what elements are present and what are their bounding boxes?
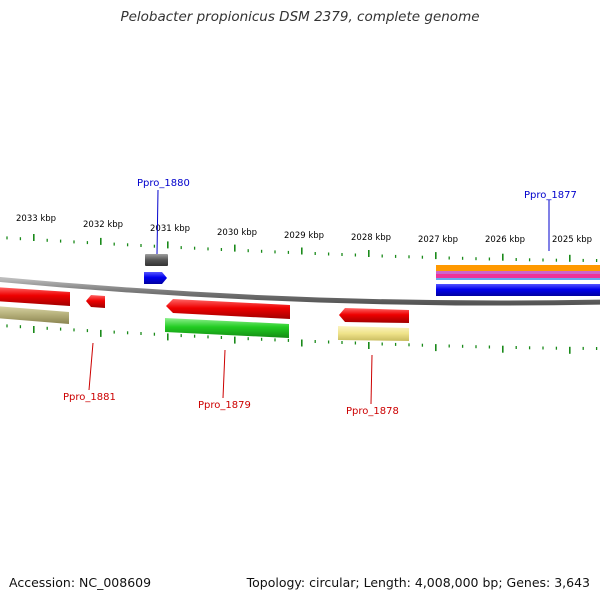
cds-red-ppro-1879[interactable] [166, 299, 290, 319]
scale-label: 2032 kbp [83, 220, 123, 230]
forward-features-1880 [144, 254, 168, 284]
scale-label: 2027 kbp [418, 235, 458, 245]
scale-label: 2026 kbp [485, 235, 525, 245]
gene-labels: Ppro_1880 Ppro_1877 Ppro_1881 Ppro_1879 … [63, 178, 577, 417]
gene-label-ppro-1879[interactable]: Ppro_1879 [198, 400, 251, 411]
scale-label: 2029 kbp [284, 231, 324, 241]
cds-gray-ppro-1880[interactable] [145, 254, 168, 266]
scale-ticks-upper [6, 234, 598, 262]
scale-label: 2030 kbp [217, 228, 257, 238]
genome-backbone [0, 276, 600, 306]
leader-line-ppro-1880 [156, 189, 159, 255]
accession-text: Accession: NC_008609 [9, 575, 152, 590]
cds-red-ppro-1878[interactable] [339, 308, 409, 323]
cds-olive-left[interactable] [0, 306, 69, 324]
scale-label: 2028 kbp [351, 233, 391, 243]
scale-ticks-lower [6, 324, 598, 354]
cds-violet[interactable] [436, 271, 600, 274]
leader-line-ppro-1881 [88, 342, 94, 391]
reverse-features [0, 287, 409, 341]
genome-title: Pelobacter propionicus DSM 2379, complet… [120, 9, 480, 25]
cds-magenta[interactable] [436, 274, 600, 278]
leader-line-ppro-1879 [222, 349, 226, 399]
scale-label: 2025 kbp [552, 235, 592, 245]
cds-blue-arrow[interactable] [144, 272, 167, 284]
cds-lightblue[interactable] [436, 278, 600, 280]
cds-red-ppro-1881-left[interactable] [0, 287, 70, 306]
gene-label-ppro-1878[interactable]: Ppro_1878 [346, 406, 399, 417]
gene-label-ppro-1877[interactable]: Ppro_1877 [524, 190, 577, 201]
cds-blue-ppro-1877[interactable] [436, 284, 600, 296]
scale-label: 2033 kbp [16, 214, 56, 224]
cds-orange[interactable] [436, 265, 600, 271]
cds-green-ppro-1879[interactable] [165, 318, 289, 338]
scale-label: 2031 kbp [150, 224, 190, 234]
gene-label-ppro-1880[interactable]: Ppro_1880 [137, 178, 190, 189]
cds-red-ppro-1881[interactable] [86, 295, 105, 308]
scale-labels: 2033 kbp 2032 kbp 2031 kbp 2030 kbp 2029… [16, 214, 592, 245]
gene-leaders [88, 189, 550, 405]
gene-label-ppro-1881[interactable]: Ppro_1881 [63, 392, 116, 403]
topology-text: Topology: circular; Length: 4,008,000 bp… [246, 575, 590, 590]
cds-yellow-ppro-1878[interactable] [338, 326, 409, 341]
leader-line-ppro-1878 [370, 354, 373, 405]
forward-feature-stack [436, 265, 600, 296]
